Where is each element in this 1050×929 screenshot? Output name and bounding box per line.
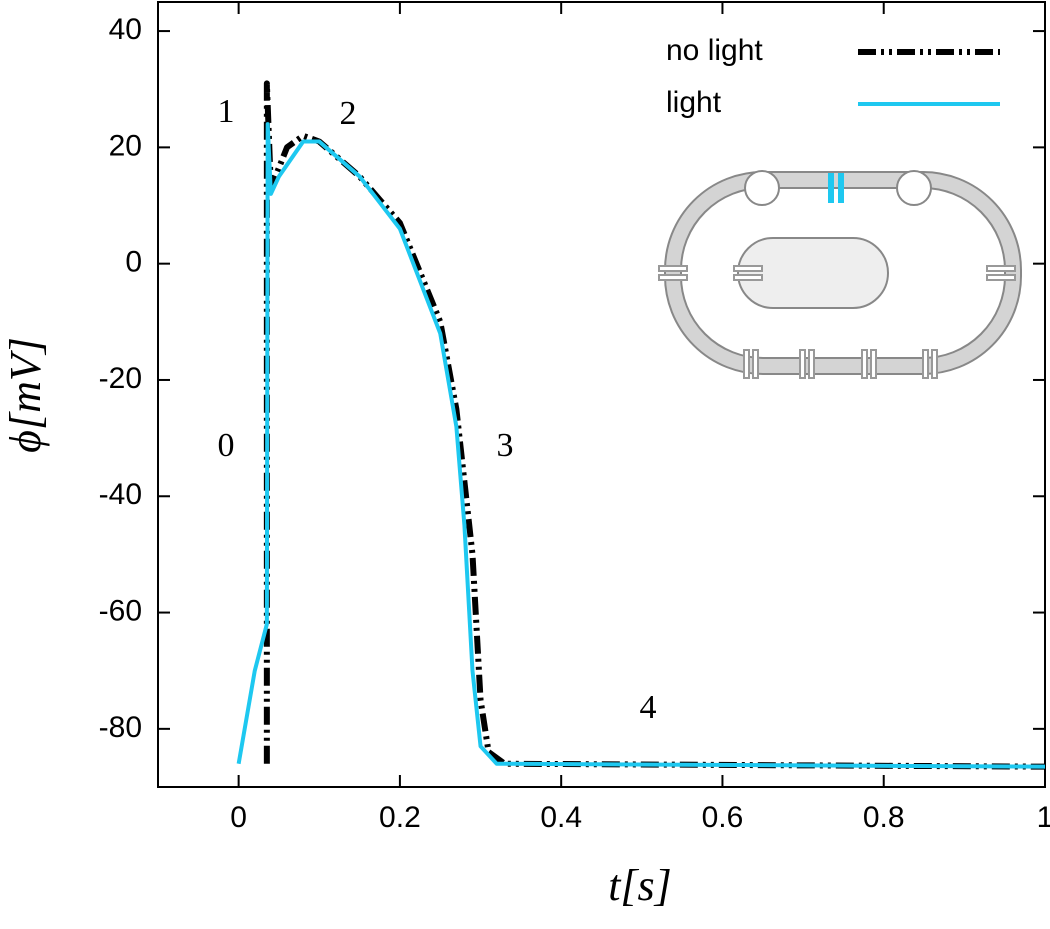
phase-label: 2 <box>340 95 357 132</box>
plot-frame <box>157 1 1046 788</box>
legend-label: light <box>666 86 722 119</box>
x-tick-label: 0.2 <box>379 801 421 834</box>
y-tick-label: 40 <box>109 13 142 46</box>
y-tick-label: 0 <box>125 246 142 279</box>
y-tick-label: 20 <box>109 129 142 162</box>
phase-label: 1 <box>218 93 235 130</box>
y-axis-label: ϕ[mV] <box>1 337 50 453</box>
x-tick-label: 0.6 <box>702 801 744 834</box>
x-axis-label: t[s] <box>608 861 672 910</box>
y-tick-label: -40 <box>99 478 142 511</box>
x-tick-label: 0 <box>230 801 247 834</box>
line-series <box>263 80 1046 770</box>
phase-label: 0 <box>218 427 235 464</box>
x-tick-label: 0.4 <box>540 801 582 834</box>
inset-diagram <box>658 170 1022 379</box>
y-tick-label: -80 <box>99 711 142 744</box>
x-tick-label: 0.8 <box>863 801 905 834</box>
phase-label: 3 <box>497 427 514 464</box>
y-tick-label: -60 <box>99 594 142 627</box>
x-tick-label: 1 <box>1037 801 1050 834</box>
legend-label: no light <box>666 34 763 67</box>
line-series <box>236 122 1046 769</box>
phase-label: 4 <box>640 689 657 726</box>
y-tick-label: -20 <box>99 362 142 395</box>
